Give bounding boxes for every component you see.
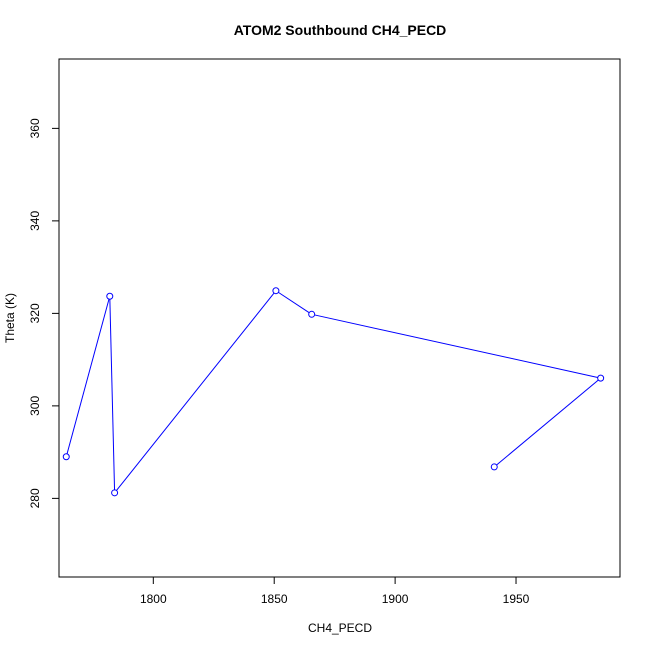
y-tick-label: 300 — [28, 396, 42, 416]
x-axis: 1800 1850 1900 1950 — [140, 577, 530, 606]
data-point — [111, 489, 119, 497]
data-point — [62, 453, 70, 461]
data-point — [597, 374, 605, 382]
series-line-segment — [314, 314, 598, 378]
x-tick-label: 1950 — [503, 592, 530, 606]
data-point — [308, 310, 316, 318]
x-tick-label: 1900 — [382, 592, 409, 606]
series-layer — [62, 287, 605, 497]
x-tick-label: 1800 — [140, 592, 167, 606]
x-tick-label: 1850 — [261, 592, 288, 606]
data-point — [106, 292, 114, 300]
series-line-segment — [116, 292, 275, 491]
series-line-segment — [278, 291, 310, 314]
y-tick-label: 360 — [28, 118, 42, 138]
y-tick-label: 340 — [28, 211, 42, 231]
x-axis-label: CH4_PECD — [308, 621, 372, 635]
series-line-segment — [66, 299, 110, 454]
data-point — [490, 463, 498, 471]
y-axis: 280 300 320 340 360 — [28, 118, 59, 508]
y-tick-label: 320 — [28, 303, 42, 323]
series-line-segment — [496, 379, 599, 466]
plot-frame — [58, 58, 621, 578]
y-tick-label: 280 — [28, 488, 42, 508]
series-line-segment — [109, 299, 116, 490]
chart-title: ATOM2 Southbound CH4_PECD — [234, 22, 447, 38]
y-axis-label: Theta (K) — [3, 293, 17, 343]
data-point — [272, 287, 280, 295]
